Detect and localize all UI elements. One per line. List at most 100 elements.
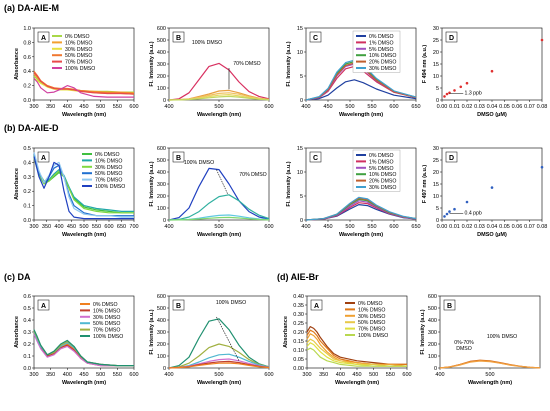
series-line: [33, 334, 134, 367]
chart-d-B: 400 500 0 100 200 300 400 500 600 Wavelength (nm)…: [420, 294, 541, 386]
data-point: [453, 207, 456, 211]
x-tick-label: 300: [29, 372, 38, 378]
chart-b-D: 0.00 0.01 0.02 0.03 0.04 0.05 0.06 0.07 0.08 0 5 10…: [422, 146, 547, 238]
y-tick-label: 400: [157, 50, 166, 56]
x-tick-label: 500: [96, 104, 105, 110]
y-tick-label: 0: [163, 366, 166, 372]
data-point: [443, 215, 446, 218]
x-tick-label: 500: [214, 104, 223, 110]
x-tick-label: 400: [301, 224, 310, 230]
y-axis-label: F 497 nm (a.u.): [422, 165, 428, 204]
y-tick-label: 0.0: [23, 366, 31, 372]
series-line: [306, 347, 407, 367]
x-axis-label: Wavelength (nm): [62, 380, 106, 386]
x-axis-label: DMSO (μM): [477, 232, 507, 238]
x-tick-label: 650: [411, 104, 420, 110]
y-tick-label: 0.10: [293, 348, 304, 354]
x-tick-label: 0.03: [474, 224, 485, 230]
y-axis-label: Fl. Intensity (a.u.): [149, 309, 155, 354]
data-point: [448, 210, 451, 213]
y-tick-label: 0.6: [23, 294, 31, 300]
x-tick-label: 0.00: [437, 104, 448, 110]
x-tick-label: 300: [29, 104, 38, 110]
x-tick-label: 400: [164, 372, 173, 378]
series-line: [168, 216, 270, 221]
y-tick-label: 0.5: [23, 306, 31, 312]
panel-letter-box: [445, 31, 458, 43]
chart-b-B: 400 500 600 0 100 200 300 400 500 600 Wavelength (…: [149, 146, 274, 238]
y-tick-label: 10: [433, 74, 439, 80]
y-tick-label: 0.5: [23, 146, 31, 152]
annotation: DMSO: [456, 346, 472, 352]
legend-entry: 50% DMSO: [358, 320, 385, 326]
x-tick-label: 0.06: [512, 224, 523, 230]
y-tick-label: 400: [157, 170, 166, 176]
series-line: [306, 326, 407, 365]
panel-letter: C: [313, 155, 318, 162]
annotation: 70% DMSO: [233, 61, 260, 67]
panel-letter: A: [41, 35, 46, 42]
y-tick-label: 0.2: [23, 84, 31, 90]
x-tick-label: 0.05: [499, 224, 510, 230]
y-tick-label: 300: [428, 330, 437, 336]
x-tick-label: 450: [67, 224, 76, 230]
y-tick-label: 0.05: [293, 357, 304, 363]
chart-b-C: 400 450 500 550 600 650 0 5 10 15 Wavelength (nm) F…: [286, 146, 421, 238]
series-line: [33, 77, 134, 98]
chart-b-A: 300 350 400 450 500 550 600 650 700 0.0 0.1 0.2 0.3 0…: [14, 146, 139, 238]
y-tick-label: 300: [157, 182, 166, 188]
chart-c-A: 300 350 400 450 500 550 600 0.0 0.1 0.2 0.3 0.4 0.5 0…: [14, 294, 139, 386]
x-tick-label: 500: [345, 224, 354, 230]
x-tick-label: 600: [264, 104, 273, 110]
legend-entry: 1% DMSO: [369, 159, 394, 165]
legend-entry: 5% DMSO: [369, 166, 394, 172]
legend-entry: 10% DMSO: [358, 307, 385, 313]
y-tick-label: 5: [436, 86, 439, 92]
panel-letter: A: [41, 303, 46, 310]
x-tick-label: 350: [42, 224, 51, 230]
legend-entry: 0% DMSO: [93, 302, 118, 308]
y-tick-label: 10: [433, 194, 439, 200]
panel-letter: D: [449, 35, 454, 42]
legend-entry: 70% DMSO: [65, 60, 92, 66]
x-axis-label: Wavelength (nm): [339, 232, 383, 238]
x-tick-label: 500: [214, 224, 223, 230]
data-point: [540, 38, 544, 42]
data-point: [445, 92, 449, 96]
x-tick-label: 600: [389, 104, 398, 110]
x-axis-label: Wavelength (nm): [197, 232, 241, 238]
y-tick-label: 200: [157, 194, 166, 200]
y-tick-label: 15: [433, 62, 439, 68]
y-tick-label: 5: [300, 194, 303, 200]
x-tick-label: 500: [369, 372, 378, 378]
legend-box: [352, 149, 401, 192]
y-tick-label: 1.0: [23, 26, 31, 32]
legend-entry: 50% DMSO: [65, 53, 92, 59]
legend-entry: 30% DMSO: [358, 314, 385, 320]
legend-entry: 10% DMSO: [95, 158, 122, 164]
legend-entry: 30% DMSO: [65, 47, 92, 53]
y-tick-label: 20: [433, 50, 439, 56]
y-tick-label: 0.00: [293, 366, 304, 372]
y-axis-label: Fl. Intensity (a.u.): [286, 41, 292, 86]
x-tick-label: 0.01: [449, 224, 460, 230]
y-axis-label: Fl. Intensity (a.u.): [286, 161, 292, 206]
annotation-arrow: [216, 169, 229, 195]
panel-letter-box: [37, 299, 50, 311]
series-line: [168, 167, 270, 221]
panel-letter: A: [314, 303, 319, 310]
y-tick-label: 5: [436, 206, 439, 212]
y-tick-label: 500: [157, 306, 166, 312]
x-tick-label: 400: [63, 104, 72, 110]
y-tick-label: 15: [433, 182, 439, 188]
legend-entry: 50% DMSO: [93, 321, 120, 327]
x-axis-label: DMSO (μM): [477, 112, 507, 118]
y-axis-label: F 494 nm (a.u.): [422, 45, 428, 84]
x-tick-label: 450: [323, 224, 332, 230]
legend-entry: 10% DMSO: [65, 40, 92, 46]
x-tick-label: 0.08: [537, 224, 548, 230]
y-tick-label: 0.1: [23, 204, 31, 210]
panel-letter: D: [449, 155, 454, 162]
panel-letter-box: [309, 151, 322, 163]
y-tick-label: 0.30: [293, 312, 304, 318]
